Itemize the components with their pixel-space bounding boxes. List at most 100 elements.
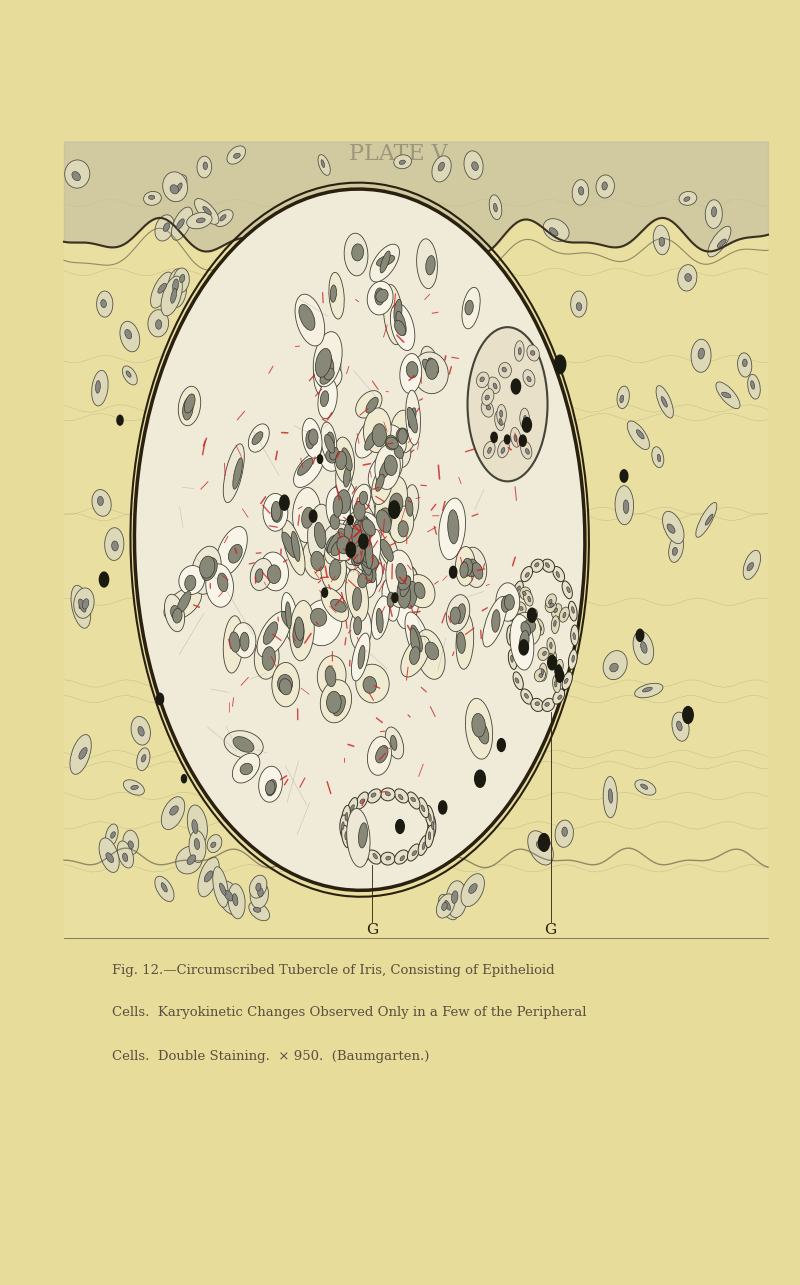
Ellipse shape (169, 175, 187, 200)
Ellipse shape (421, 804, 425, 812)
Ellipse shape (306, 430, 314, 448)
Ellipse shape (436, 894, 454, 917)
Ellipse shape (488, 377, 500, 393)
Ellipse shape (112, 541, 118, 551)
Ellipse shape (661, 397, 667, 407)
Ellipse shape (232, 753, 260, 783)
Ellipse shape (311, 551, 324, 571)
Ellipse shape (326, 450, 338, 463)
Ellipse shape (330, 447, 338, 460)
Ellipse shape (367, 281, 393, 315)
Ellipse shape (353, 546, 362, 563)
Circle shape (511, 379, 521, 394)
Ellipse shape (326, 432, 334, 448)
Ellipse shape (170, 605, 180, 619)
Ellipse shape (406, 574, 435, 608)
Ellipse shape (552, 604, 562, 618)
Ellipse shape (542, 698, 554, 712)
Ellipse shape (656, 386, 674, 418)
Ellipse shape (173, 608, 182, 623)
Ellipse shape (106, 824, 118, 847)
Ellipse shape (545, 703, 550, 707)
Ellipse shape (400, 856, 405, 861)
Ellipse shape (272, 663, 299, 707)
Ellipse shape (499, 419, 502, 425)
Ellipse shape (163, 222, 170, 231)
Ellipse shape (641, 641, 647, 653)
Ellipse shape (128, 840, 134, 848)
Ellipse shape (394, 849, 408, 864)
Ellipse shape (95, 380, 100, 393)
Ellipse shape (482, 388, 494, 405)
Ellipse shape (510, 655, 513, 662)
Circle shape (519, 640, 529, 655)
Ellipse shape (386, 437, 398, 448)
Ellipse shape (738, 353, 752, 377)
Ellipse shape (547, 637, 555, 655)
Ellipse shape (363, 407, 391, 452)
Ellipse shape (198, 857, 219, 897)
Ellipse shape (562, 828, 567, 837)
Ellipse shape (527, 377, 531, 382)
Ellipse shape (366, 540, 373, 569)
Ellipse shape (386, 856, 390, 860)
Ellipse shape (400, 353, 422, 393)
Ellipse shape (570, 625, 578, 645)
Ellipse shape (360, 799, 365, 803)
Ellipse shape (535, 702, 539, 705)
Ellipse shape (635, 780, 656, 795)
Ellipse shape (641, 784, 648, 789)
Ellipse shape (572, 180, 589, 206)
Ellipse shape (340, 815, 348, 838)
Ellipse shape (553, 567, 565, 582)
Ellipse shape (248, 424, 270, 452)
Ellipse shape (368, 450, 402, 492)
Ellipse shape (256, 883, 261, 891)
Ellipse shape (282, 532, 297, 558)
Ellipse shape (372, 424, 386, 447)
Ellipse shape (426, 825, 434, 848)
Ellipse shape (337, 536, 350, 554)
Ellipse shape (414, 582, 425, 599)
Ellipse shape (79, 748, 87, 759)
Ellipse shape (617, 386, 630, 409)
Ellipse shape (137, 748, 150, 771)
Ellipse shape (610, 663, 618, 672)
Ellipse shape (290, 600, 314, 660)
Ellipse shape (513, 581, 523, 599)
Ellipse shape (472, 713, 486, 738)
Ellipse shape (462, 288, 480, 329)
Ellipse shape (351, 531, 363, 551)
Ellipse shape (202, 558, 218, 581)
Ellipse shape (122, 853, 128, 861)
Ellipse shape (377, 510, 391, 532)
Ellipse shape (706, 514, 713, 526)
Ellipse shape (341, 506, 377, 541)
Ellipse shape (553, 675, 561, 693)
Circle shape (474, 770, 486, 788)
Ellipse shape (706, 199, 722, 229)
Ellipse shape (377, 256, 394, 266)
Ellipse shape (482, 596, 507, 646)
Ellipse shape (320, 370, 333, 384)
Ellipse shape (539, 673, 543, 677)
Ellipse shape (514, 434, 517, 442)
Ellipse shape (457, 632, 466, 653)
Ellipse shape (642, 687, 652, 691)
Circle shape (359, 535, 368, 549)
Ellipse shape (354, 617, 362, 635)
Ellipse shape (523, 415, 526, 423)
Ellipse shape (194, 839, 199, 849)
Ellipse shape (250, 882, 269, 908)
Ellipse shape (602, 182, 607, 190)
Ellipse shape (672, 712, 689, 741)
Ellipse shape (203, 162, 207, 170)
Ellipse shape (213, 866, 228, 907)
Ellipse shape (214, 209, 233, 226)
Ellipse shape (339, 517, 372, 563)
Ellipse shape (465, 301, 474, 315)
Ellipse shape (75, 596, 90, 614)
Ellipse shape (386, 550, 414, 600)
Ellipse shape (494, 410, 505, 430)
Ellipse shape (669, 535, 683, 563)
